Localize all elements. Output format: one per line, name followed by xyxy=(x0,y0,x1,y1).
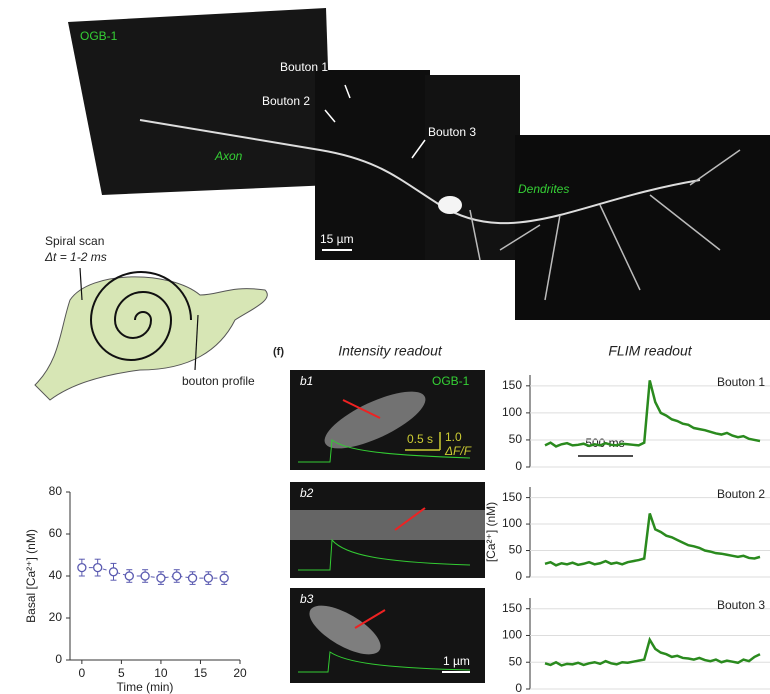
chart-title: Bouton 3 xyxy=(717,598,765,612)
dendrites-label: Dendrites xyxy=(518,182,569,196)
data-point xyxy=(189,574,197,582)
chart-title: Bouton 1 xyxy=(717,375,765,389)
bouton-label: Bouton 3 xyxy=(428,125,476,139)
y-tick-label: 100 xyxy=(502,628,522,642)
data-point xyxy=(204,574,212,582)
y-tick-label: 0 xyxy=(515,569,522,583)
panel-id: b2 xyxy=(300,486,314,500)
data-point xyxy=(94,564,102,572)
y-axis-label: [Ca²⁺] (nM) xyxy=(484,502,498,562)
panel-label: (f) xyxy=(273,346,284,358)
y-tick-label: 150 xyxy=(502,490,522,504)
trace-line xyxy=(545,380,760,446)
y-axis-label: Basal [Ca²⁺] (nM) xyxy=(24,529,38,623)
y-tick-label: 50 xyxy=(509,654,523,668)
y-tick-label: 60 xyxy=(49,526,63,540)
x-tick-label: 5 xyxy=(118,666,125,680)
amp-unit-label: ΔF/F xyxy=(444,444,472,458)
trace-line xyxy=(545,513,760,565)
dt-label: Δt = 1-2 ms xyxy=(44,250,107,264)
data-point xyxy=(173,572,181,580)
y-tick-label: 150 xyxy=(502,378,522,392)
profile-label: bouton profile xyxy=(182,374,255,388)
axon-label: Axon xyxy=(214,149,243,163)
data-point xyxy=(141,572,149,580)
y-tick-label: 100 xyxy=(502,405,522,419)
dye-label: OGB-1 xyxy=(80,29,118,43)
scale-bar-label: 1 µm xyxy=(443,654,470,668)
x-axis-label: Time (min) xyxy=(117,680,174,694)
panel-id: b3 xyxy=(300,592,314,606)
y-tick-label: 100 xyxy=(502,516,522,530)
y-tick-label: 50 xyxy=(509,432,523,446)
figure: OGB-1 Bouton 1 Bouton 2 Bouton 3 Axon De… xyxy=(0,0,770,694)
y-tick-label: 40 xyxy=(49,568,63,582)
chart-title: Bouton 2 xyxy=(717,487,765,501)
data-point xyxy=(109,568,117,576)
y-tick-label: 50 xyxy=(509,543,523,557)
y-tick-label: 150 xyxy=(502,601,522,615)
scale-bar-label: 15 µm xyxy=(320,232,354,246)
data-point xyxy=(125,572,133,580)
bouton-label: Bouton 1 xyxy=(280,60,328,74)
micrograph xyxy=(68,8,770,320)
bouton-label: Bouton 2 xyxy=(262,94,310,108)
x-tick-label: 10 xyxy=(154,666,168,680)
x-tick-label: 15 xyxy=(194,666,208,680)
section-title: FLIM readout xyxy=(608,343,692,359)
y-tick-label: 0 xyxy=(55,652,62,666)
section-title: Intensity readout xyxy=(338,343,443,359)
x-tick-label: 20 xyxy=(233,666,247,680)
trace-line xyxy=(545,640,760,666)
y-tick-label: 0 xyxy=(515,681,522,694)
data-point xyxy=(157,574,165,582)
y-tick-label: 80 xyxy=(49,484,63,498)
scan-label: Spiral scan xyxy=(45,234,104,248)
trend-line xyxy=(82,568,224,579)
dye-label: OGB-1 xyxy=(432,374,470,388)
y-tick-label: 20 xyxy=(49,610,63,624)
y-tick-label: 0 xyxy=(515,459,522,473)
time-bar-label: 0.5 s xyxy=(407,432,433,446)
panel-id: b1 xyxy=(300,374,313,388)
x-tick-label: 0 xyxy=(79,666,86,680)
amp-bar-label: 1.0 xyxy=(445,430,462,444)
data-point xyxy=(78,564,86,572)
data-point xyxy=(220,574,228,582)
intensity-images xyxy=(290,370,485,683)
